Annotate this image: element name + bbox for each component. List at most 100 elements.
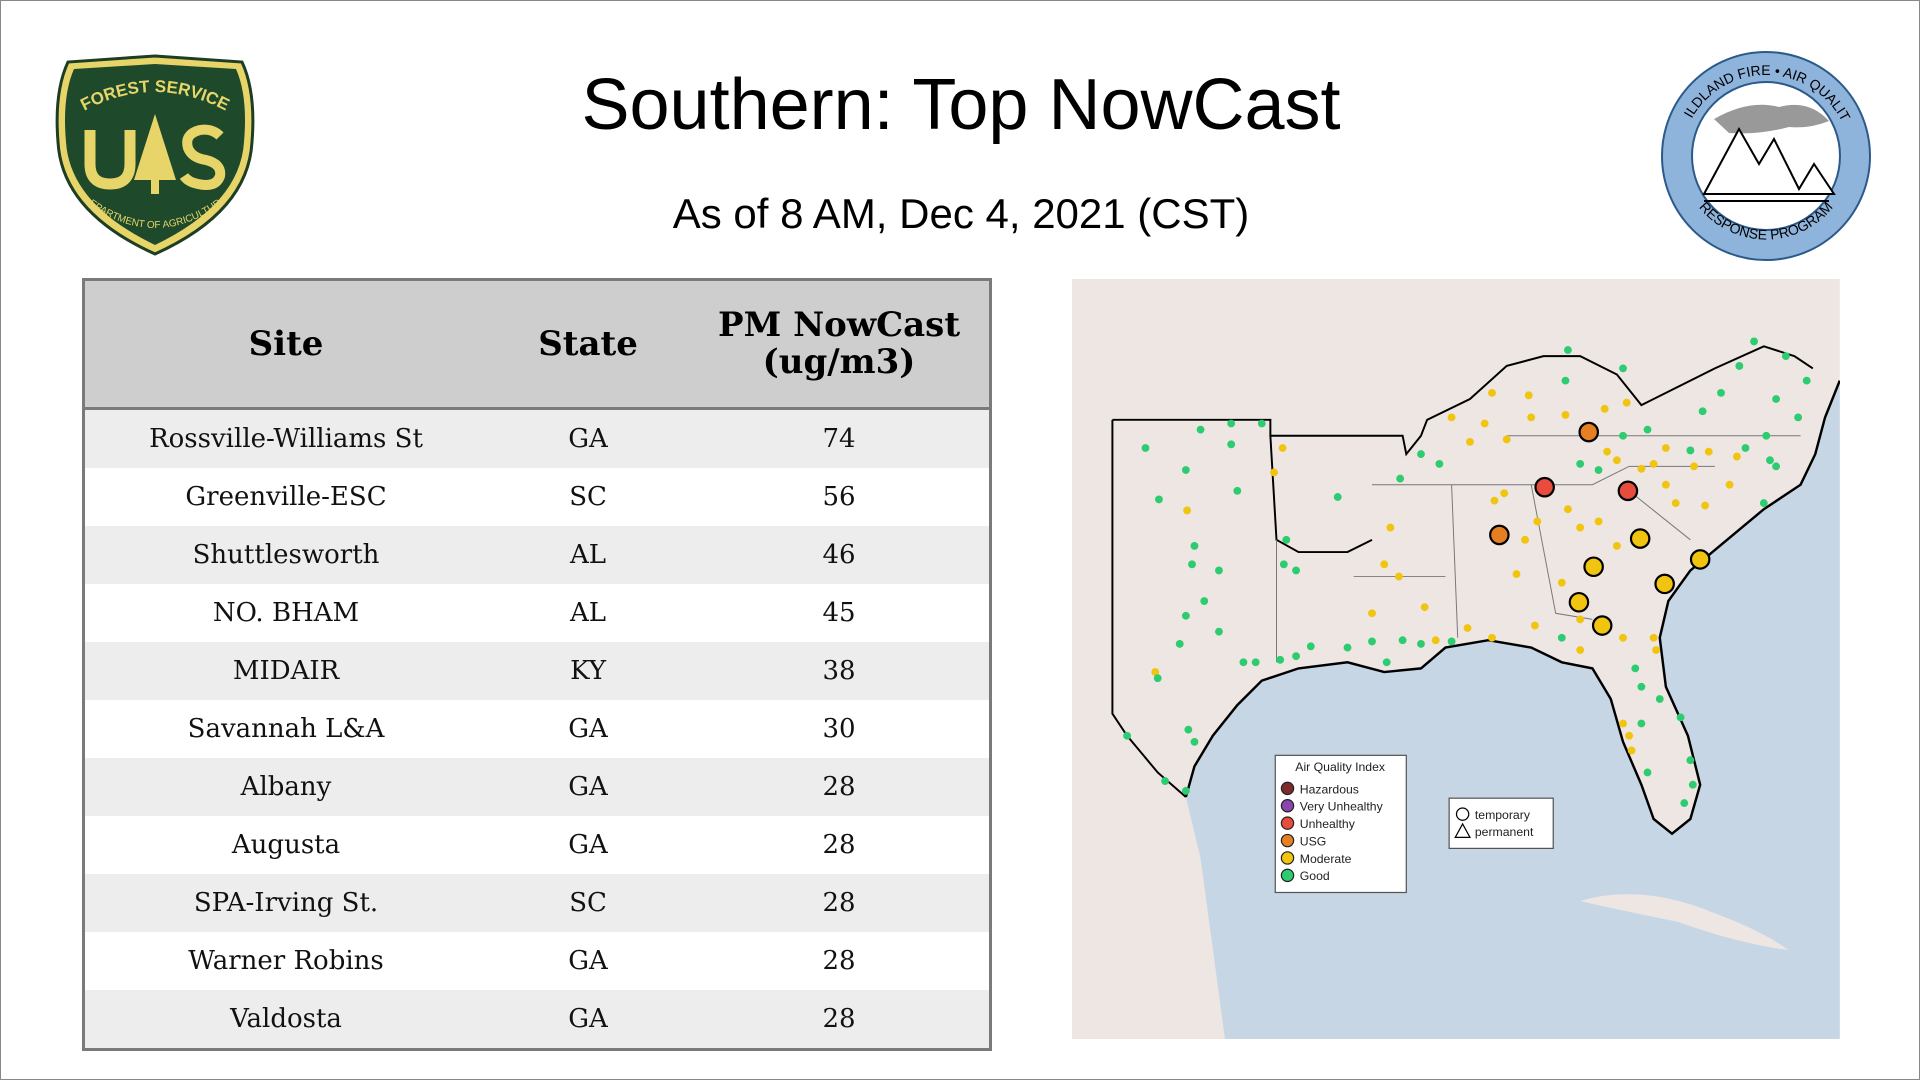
monitor-marker[interactable] [1704, 447, 1713, 456]
monitor-marker[interactable] [1181, 786, 1190, 795]
monitor-marker[interactable] [1676, 713, 1685, 722]
monitor-marker[interactable] [1690, 462, 1698, 471]
monitor-marker[interactable] [1612, 542, 1621, 550]
temporary-monitor-marker[interactable] [1689, 549, 1711, 570]
monitor-marker[interactable] [1420, 603, 1429, 612]
monitor-marker[interactable] [1282, 535, 1291, 544]
monitor-marker[interactable] [1533, 517, 1542, 526]
monitor-marker[interactable] [1184, 725, 1193, 734]
monitor-marker[interactable] [1627, 746, 1636, 755]
monitor-marker[interactable] [1447, 637, 1456, 646]
aqi-map[interactable]: Air Quality Index Hazardous Very Unhealth… [1072, 279, 1840, 1039]
monitor-marker[interactable] [1380, 560, 1389, 569]
monitor-marker[interactable] [1239, 658, 1248, 667]
monitor-marker[interactable] [1181, 611, 1190, 620]
monitor-marker[interactable] [1190, 542, 1199, 550]
monitor-marker[interactable] [1521, 535, 1529, 544]
monitor-marker[interactable] [1576, 459, 1585, 468]
monitor-marker[interactable] [1671, 499, 1680, 508]
monitor-marker[interactable] [1292, 652, 1301, 661]
monitor-marker[interactable] [1612, 456, 1621, 465]
monitor-marker[interactable] [1447, 413, 1456, 422]
monitor-marker[interactable] [1637, 682, 1646, 691]
monitor-marker[interactable] [1480, 419, 1489, 428]
monitor-marker[interactable] [1688, 780, 1697, 789]
monitor-marker[interactable] [1698, 407, 1707, 416]
monitor-marker[interactable] [1463, 624, 1472, 632]
monitor-marker[interactable] [1686, 756, 1695, 765]
monitor-marker[interactable] [1625, 731, 1634, 740]
monitor-marker[interactable] [1395, 572, 1403, 581]
monitor-marker[interactable] [1270, 468, 1278, 477]
monitor-marker[interactable] [1680, 799, 1689, 808]
monitor-marker[interactable] [1735, 362, 1744, 370]
monitor-marker[interactable] [1153, 674, 1162, 683]
monitor-marker[interactable] [1123, 731, 1132, 740]
monitor-marker[interactable] [1500, 489, 1509, 498]
monitor-marker[interactable] [1368, 637, 1376, 646]
temporary-monitor-marker[interactable] [1489, 524, 1510, 546]
monitor-marker[interactable] [1717, 388, 1725, 397]
temporary-monitor-marker[interactable] [1578, 421, 1600, 443]
monitor-marker[interactable] [1343, 643, 1352, 652]
monitor-marker[interactable] [1594, 517, 1603, 526]
header-site[interactable]: Site [83, 279, 488, 410]
monitor-marker[interactable] [1600, 404, 1609, 413]
monitor-marker[interactable] [1398, 636, 1407, 645]
monitor-marker[interactable] [1227, 419, 1236, 428]
temporary-monitor-marker[interactable] [1583, 556, 1604, 578]
monitor-marker[interactable] [1772, 462, 1781, 471]
monitor-marker[interactable] [1655, 695, 1664, 703]
monitor-marker[interactable] [1396, 474, 1405, 483]
monitor-marker[interactable] [1643, 425, 1652, 434]
monitor-marker[interactable] [1527, 413, 1536, 422]
monitor-marker[interactable] [1561, 376, 1570, 385]
monitor-marker[interactable] [1151, 668, 1160, 676]
monitor-marker[interactable] [1619, 719, 1627, 728]
monitor-marker[interactable] [1333, 493, 1342, 501]
monitor-marker[interactable] [1576, 523, 1585, 532]
monitor-marker[interactable] [1781, 352, 1790, 361]
monitor-marker[interactable] [1431, 636, 1440, 645]
monitor-marker[interactable] [1643, 768, 1652, 777]
monitor-marker[interactable] [1276, 655, 1285, 664]
monitor-marker[interactable] [1725, 480, 1734, 489]
monitor-marker[interactable] [1661, 444, 1670, 452]
monitor-marker[interactable] [1227, 440, 1236, 449]
monitor-marker[interactable] [1557, 633, 1566, 642]
monitor-marker[interactable] [1631, 664, 1640, 673]
temporary-monitor-marker[interactable] [1617, 480, 1639, 502]
monitor-marker[interactable] [1619, 431, 1627, 440]
monitor-marker[interactable] [1530, 621, 1539, 630]
monitor-marker[interactable] [1524, 391, 1533, 400]
monitor-marker[interactable] [1466, 437, 1474, 446]
monitor-marker[interactable] [1564, 505, 1572, 514]
monitor-marker[interactable] [1649, 633, 1658, 642]
monitor-marker[interactable] [1188, 560, 1196, 569]
monitor-marker[interactable] [1306, 642, 1315, 651]
temporary-monitor-marker[interactable] [1629, 528, 1651, 549]
header-pm-nowcast[interactable]: PM NowCast (ug/m3) [689, 279, 991, 410]
monitor-marker[interactable] [1594, 466, 1603, 474]
monitor-marker[interactable] [1386, 523, 1395, 532]
monitor-marker[interactable] [1435, 459, 1444, 468]
monitor-marker[interactable] [1701, 501, 1709, 510]
monitor-marker[interactable] [1190, 737, 1199, 746]
monitor-marker[interactable] [1649, 459, 1658, 468]
monitor-marker[interactable] [1576, 646, 1585, 654]
header-state[interactable]: State [487, 279, 690, 410]
monitor-marker[interactable] [1576, 615, 1585, 624]
temporary-monitor-marker[interactable] [1654, 573, 1675, 595]
monitor-marker[interactable] [1417, 450, 1425, 459]
monitor-marker[interactable] [1637, 464, 1646, 473]
monitor-marker[interactable] [1181, 466, 1190, 474]
monitor-marker[interactable] [1200, 597, 1209, 605]
monitor-marker[interactable] [1557, 578, 1566, 587]
monitor-marker[interactable] [1772, 395, 1781, 403]
temporary-monitor-marker[interactable] [1534, 476, 1555, 498]
monitor-marker[interactable] [1561, 411, 1570, 419]
monitor-marker[interactable] [1490, 496, 1499, 505]
monitor-marker[interactable] [1292, 566, 1301, 575]
monitor-marker[interactable] [1161, 777, 1169, 785]
monitor-marker[interactable] [1564, 346, 1572, 354]
